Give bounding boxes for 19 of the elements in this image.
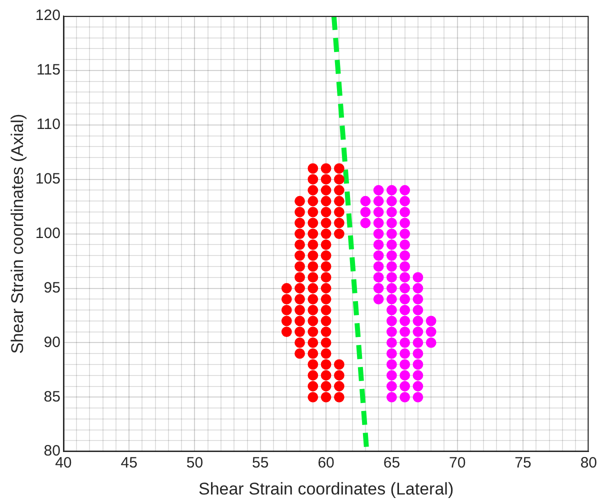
x-tick-label: 60 [318, 454, 334, 472]
y-tick-label: 110 [36, 116, 60, 134]
y-tick-label: 100 [35, 224, 60, 242]
x-tick-label: 75 [514, 454, 532, 472]
y-tick-label: 115 [36, 62, 60, 79]
y-tick-label: 85 [44, 388, 60, 406]
y-tick-label: 95 [44, 279, 60, 296]
x-tick-label: 50 [186, 454, 204, 472]
x-tick-label: 40 [55, 454, 72, 472]
x-tick-label: 65 [383, 454, 400, 472]
x-tick-label: 45 [120, 454, 138, 472]
y-axis-title: Shear Strain coordinates (Axial) [8, 114, 27, 354]
x-tick-label: 55 [252, 454, 269, 472]
x-tick-label: 70 [449, 454, 466, 472]
y-tick-label: 90 [44, 334, 60, 351]
y-tick-label: 105 [35, 170, 60, 188]
x-axis-title: Shear Strain coordinates (Lateral) [198, 479, 454, 498]
y-tick-label: 120 [35, 7, 60, 24]
x-tick-label: 80 [580, 454, 597, 472]
